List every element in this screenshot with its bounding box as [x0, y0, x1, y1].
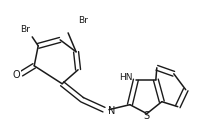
Text: O: O — [12, 70, 20, 80]
Text: N: N — [108, 106, 115, 116]
Text: Br: Br — [20, 25, 30, 34]
Text: HN: HN — [119, 73, 132, 82]
Text: S: S — [143, 111, 149, 121]
Text: Br: Br — [78, 16, 88, 25]
